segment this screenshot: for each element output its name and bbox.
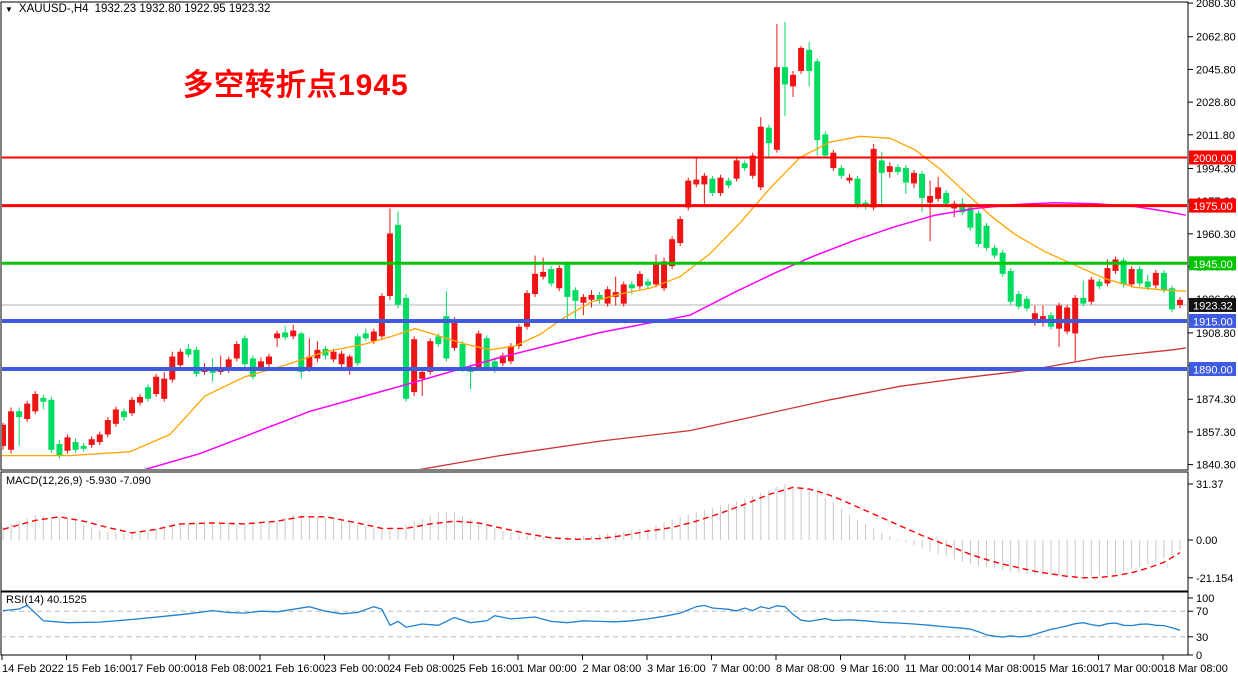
price-badge-1890.00[interactable] [1189,362,1236,377]
macd-axis-label: -21.154 [1196,573,1233,585]
macd-signal-line [2,486,1181,579]
date-tick-label: 25 Feb 16:00 [454,663,519,675]
date-tick-label: 21 Feb 16:00 [260,663,325,675]
price-badge-1945.00[interactable] [1189,256,1236,271]
price-tick-label: 1994.30 [1196,163,1236,175]
main-pane [2,21,1187,469]
date-axis[interactable]: 14 Feb 2022 15 Feb 16:00 17 Feb 00:00 18 Fe… [1,655,1228,675]
rsi-axis-label: 70 [1196,606,1208,618]
price-badge-label: 2000.00 [1193,153,1233,165]
price-badge-1923.32[interactable] [1189,297,1236,312]
ma_mid-line [143,201,1187,469]
date-tick-label: 3 Mar 16:00 [647,663,706,675]
rsi-pane [1,604,1188,638]
price-badge-label: 1923.32 [1193,300,1233,312]
date-tick-label: 2 Mar 08:00 [583,663,642,675]
price-badge-2000.00[interactable] [1189,150,1236,165]
price-axis: 2080.30 2062.80 2045.80 2028.80 2011.80 1994.… [1188,0,1236,472]
price-badges: 2000.00 1975.00 1945.00 1915.00 1890.00 1923.… [1189,150,1236,377]
price-badge-label: 1915.00 [1193,316,1233,328]
price-tick-label: 2080.30 [1196,0,1236,10]
price-badge-label: 1890.00 [1193,365,1233,377]
macd-axis-label: 31.37 [1196,479,1224,491]
date-tick-label: 18 Mar 08:00 [1163,663,1228,675]
level-lines [2,156,1187,372]
pane-borders [0,1,1189,656]
symbol-period-label: XAUUSD-,H4 [18,3,89,15]
price-tick-label: 1874.30 [1196,394,1236,406]
ma_slow-line [418,347,1187,469]
date-tick-label: 23 Feb 00:00 [325,663,390,675]
price-tick-label: 2062.80 [1196,32,1236,44]
price-badge-label: 1975.00 [1193,201,1233,213]
date-tick-label: 24 Feb 08:00 [389,663,454,675]
price-tick-label: 2028.80 [1196,97,1236,109]
ma_fast-line [2,135,1187,457]
price-badge-1915.00[interactable] [1189,313,1236,328]
date-tick-label: 15 Feb 16:00 [67,663,132,675]
price-tick-label: 2011.80 [1196,130,1235,142]
date-tick-label: 17 Feb 00:00 [131,663,196,675]
price-tick-label: 1908.80 [1196,328,1236,340]
price-tick-label: 2045.80 [1196,64,1236,76]
rsi-axis-label: 30 [1196,632,1208,644]
date-tick-label: 7 Mar 00:00 [712,663,771,675]
date-tick-label: 1 Mar 00:00 [518,663,577,675]
macd-histogram [2,483,1181,577]
rsi-axis-label: 0 [1196,650,1202,662]
date-tick-label: 18 Feb 08:00 [196,663,261,675]
date-tick-label: 15 Mar 16:00 [1034,663,1099,675]
price-badge-1975.00[interactable] [1189,198,1236,213]
date-tick-label: 9 Mar 16:00 [841,663,900,675]
quote-bar: ▼ XAUUSD-,H4 1932.23 1932.80 1922.95 192… [5,3,270,15]
date-tick-label: 14 Mar 08:00 [970,663,1035,675]
date-tick-label: 11 Mar 00:00 [905,663,969,675]
price-badge-label: 1945.00 [1193,259,1233,271]
macd-indicator-label: MACD(12,26,9) -5.930 -7.090 [6,475,151,487]
price-tick-label: 1840.30 [1196,460,1236,472]
date-tick-label: 8 Mar 08:00 [776,663,835,675]
candles [2,21,1183,459]
macd-pane [2,483,1181,579]
rsi-line [2,604,1181,638]
ohlc-values: 1932.23 1932.80 1922.95 1923.32 [94,3,271,15]
macd-axis-label: 0.00 [1196,535,1217,547]
price-tick-label: 1960.30 [1196,229,1236,241]
rsi-indicator-label: RSI(14) 40.1525 [6,594,87,606]
moving-averages [2,135,1187,469]
date-tick-label: 17 Mar 00:00 [1099,663,1164,675]
rsi-axis-label: 100 [1196,593,1214,605]
price-tick-label: 1857.30 [1196,427,1236,439]
date-tick-label: 14 Feb 2022 [2,663,64,675]
annotation-text[interactable]: 多空转折点1945 [183,69,409,102]
collapse-icon[interactable]: ▼ [5,4,13,14]
